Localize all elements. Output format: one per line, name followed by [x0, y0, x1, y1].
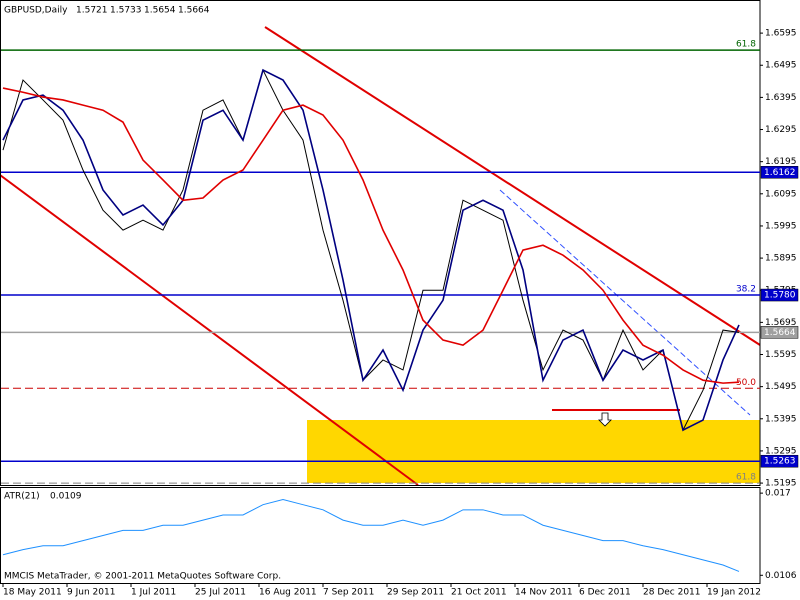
y-tick-label: 1.6595	[765, 29, 797, 39]
price-box-label: 1.5664	[764, 328, 796, 338]
y-tick-label: 1.5595	[765, 350, 797, 360]
price-box	[760, 288, 799, 302]
x-tick-label: 28 Dec 2011	[643, 588, 701, 598]
level-label: 61.8	[736, 40, 756, 50]
series-line	[2, 68, 740, 432]
main-panel-frame	[0, 0, 761, 486]
series-line	[2, 68, 740, 432]
x-tick-label: 16 Aug 2011	[259, 588, 317, 598]
y-tick-label: 1.5695	[765, 318, 797, 328]
y-tick-label: 0.0106	[765, 571, 797, 581]
y-tick-label: 1.6495	[765, 61, 797, 71]
level-label: 61.8	[736, 473, 756, 483]
x-tick-label: 21 Oct 2011	[451, 588, 507, 598]
price-box	[760, 326, 799, 339]
x-tick-label: 6 Dec 2011	[579, 588, 631, 598]
bar-close: 1.5664	[178, 6, 210, 16]
y-tick-label: 0.017	[765, 489, 791, 499]
price-box	[760, 166, 799, 179]
trend-line	[499, 189, 751, 416]
y-tick-label: 1.5495	[765, 382, 797, 392]
arrow-icon	[598, 412, 612, 427]
x-tick-label: 29 Sep 2011	[387, 588, 444, 598]
x-tick-label: 18 May 2011	[3, 588, 62, 598]
x-tick-label: 25 Jul 2011	[195, 588, 246, 598]
chart-title: GBPUSD,Daily	[4, 6, 68, 16]
indicator-value: 0.0109	[50, 492, 82, 502]
y-tick-label: 1.6295	[765, 125, 797, 135]
series-line	[2, 499, 740, 572]
x-tick-label: 14 Nov 2011	[515, 588, 573, 598]
y-tick-label: 1.5395	[765, 414, 797, 424]
indicator-title: ATR(21)	[4, 492, 40, 502]
trend-line	[264, 26, 761, 346]
copyright: MMCIS MetaTrader, © 2001-2011 MetaQuotes…	[4, 572, 281, 582]
price-box-label: 1.5780	[764, 291, 796, 301]
level-label: 38.2	[736, 285, 756, 295]
y-tick-label: 1.5195	[765, 479, 797, 489]
x-tick-label: 7 Sep 2011	[323, 588, 374, 598]
x-tick-label: 9 Jun 2011	[67, 588, 115, 598]
series-line	[2, 87, 740, 384]
highlight-zone	[307, 420, 760, 483]
y-tick-label: 1.5295	[765, 446, 797, 456]
trend-line	[0, 174, 419, 486]
level-label: 50.0	[736, 378, 756, 388]
indicator-panel-frame	[0, 487, 761, 584]
y-tick-label: 1.5995	[765, 221, 797, 231]
bar-open: 1.5721	[76, 6, 108, 16]
price-box-label: 1.6162	[764, 168, 796, 178]
bar-low: 1.5654	[144, 6, 176, 16]
y-tick-label: 1.6395	[765, 93, 797, 103]
bar-high: 1.5733	[110, 6, 142, 16]
price-box-label: 1.5263	[764, 457, 796, 467]
y-tick-label: 1.6095	[765, 189, 797, 199]
x-tick-label: 1 Jul 2011	[131, 588, 176, 598]
price-box	[760, 454, 799, 468]
x-tick-label: 19 Jan 2012	[707, 588, 761, 598]
y-tick-label: 1.5895	[765, 254, 797, 264]
y-tick-label: 1.6195	[765, 157, 797, 167]
